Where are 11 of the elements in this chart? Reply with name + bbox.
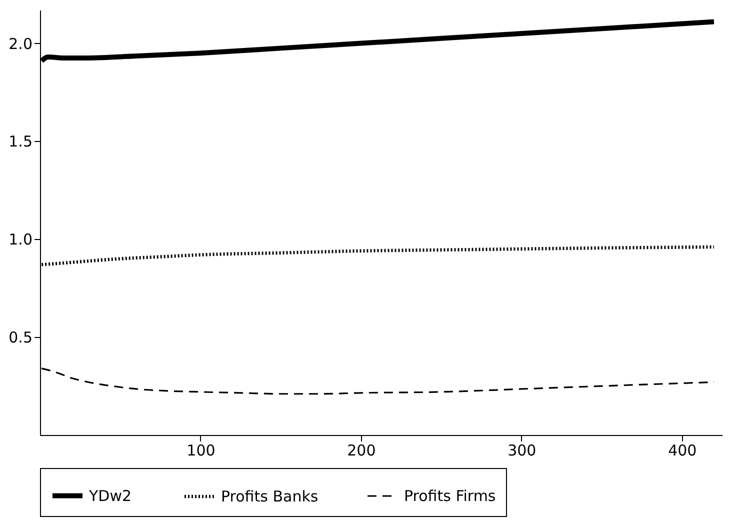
x-tick-label: 300 [508, 442, 536, 460]
x-tick-label: 200 [347, 442, 376, 460]
y-tick-label: 1.0 [8, 230, 32, 249]
x-tick-label: 100 [186, 442, 216, 460]
legend-label: Profits Banks [221, 488, 318, 506]
x-tick-label: 400 [668, 442, 697, 460]
y-tick-label: 0.5 [8, 328, 32, 347]
y-tick-label: 1.5 [8, 132, 32, 151]
legend-label: Profits Firms [404, 487, 496, 505]
y-tick-label: 2.0 [8, 34, 32, 53]
legend-label: YDw2 [88, 486, 132, 505]
